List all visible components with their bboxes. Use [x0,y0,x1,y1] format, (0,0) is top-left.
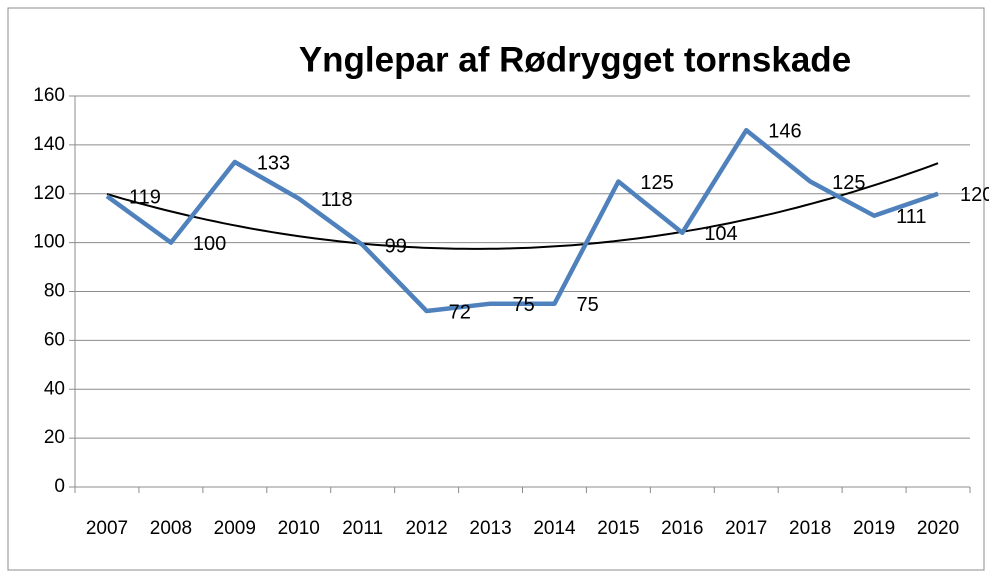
data-label: 111 [896,206,926,228]
y-tick-label: 120 [33,183,65,204]
x-tick-label: 2010 [278,518,320,539]
data-label: 99 [385,235,407,257]
x-tick-label: 2019 [853,518,895,539]
y-tick-label: 100 [33,232,65,253]
data-label: 133 [257,152,290,174]
y-tick-label: 160 [33,85,65,106]
data-label: 125 [832,172,865,194]
x-tick-label: 2009 [214,518,256,539]
data-label: 100 [193,233,226,255]
chart-title: Ynglepar af Rødrygget tornskade [299,40,851,79]
y-tick-label: 60 [44,329,65,350]
x-tick-label: 2014 [533,518,576,539]
data-label: 125 [640,172,673,194]
data-label: 120 [960,184,989,206]
y-tick-label: 20 [44,427,65,448]
x-tick-label: 2020 [917,518,959,539]
x-tick-label: 2008 [150,518,192,539]
data-label: 72 [449,301,471,323]
x-tick-label: 2013 [469,518,511,539]
y-tick-label: 140 [33,134,65,155]
data-label: 118 [321,189,353,211]
data-line [105,127,939,314]
x-tick-label: 2011 [342,518,383,539]
x-tick-label: 2017 [725,518,767,539]
data-label: 75 [513,294,535,316]
data-label: 119 [129,186,161,208]
data-label: 75 [576,294,598,316]
x-tick-label: 2015 [597,518,639,539]
data-label: 104 [704,223,737,245]
chart-border [7,7,985,571]
y-tick-label: 80 [44,281,65,302]
y-tick-label: 40 [44,378,65,399]
x-tick-label: 2007 [86,518,128,539]
x-tick-label: 2016 [661,518,703,539]
x-tick-label: 2018 [789,518,831,539]
trendline [106,162,939,250]
y-tick-label: 0 [54,476,65,497]
x-tick-label: 2012 [405,518,447,539]
data-label: 146 [768,120,801,142]
